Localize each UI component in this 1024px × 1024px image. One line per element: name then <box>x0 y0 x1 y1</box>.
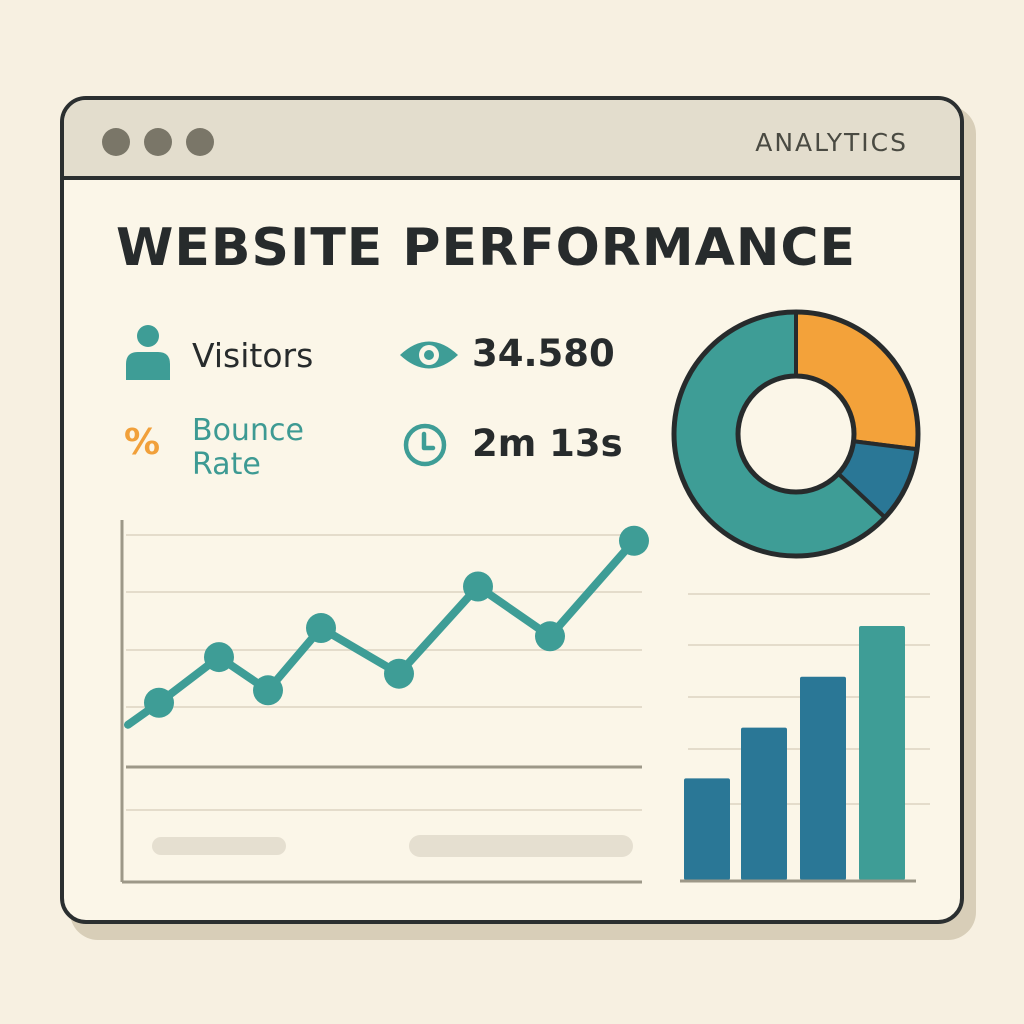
views-value: 34.580 <box>472 332 615 375</box>
app-title: ANALYTICS <box>755 128 908 157</box>
bounce-rate-label: Bounce Rate <box>192 414 332 482</box>
window-control-dot-minimize[interactable] <box>144 128 172 156</box>
bar <box>800 676 846 880</box>
line-point <box>253 675 283 706</box>
visitors-label: Visitors <box>192 336 314 375</box>
percent-icon: % <box>124 422 161 463</box>
line-point <box>306 613 336 643</box>
page-title: WEBSITE PERFORMANCE <box>116 218 857 278</box>
user-icon <box>126 325 170 380</box>
clock-icon <box>403 423 447 467</box>
analytics-window: ANALYTICS WEBSITE PERFORMANCE Visitors 3… <box>60 96 964 924</box>
bounce-rate-label-line2: Rate <box>192 447 261 482</box>
bar <box>859 626 905 880</box>
window-control-dot-maximize[interactable] <box>186 128 214 156</box>
line-point <box>463 571 493 602</box>
line-point <box>144 687 174 718</box>
line-point <box>384 658 414 689</box>
title-bar: ANALYTICS <box>64 100 960 180</box>
line-point <box>619 525 649 556</box>
line-chart-x-label-placeholder <box>152 837 286 855</box>
donut-outline <box>671 309 921 559</box>
line-chart-x-label-placeholder <box>409 835 633 857</box>
charts-canvas <box>120 309 930 884</box>
donut-hole <box>735 373 857 495</box>
bar <box>741 727 787 880</box>
line-point <box>204 642 234 673</box>
bar <box>684 778 730 880</box>
line-point <box>535 621 565 652</box>
bounce-rate-label-line1: Bounce <box>192 413 304 448</box>
window-control-dot-close[interactable] <box>102 128 130 156</box>
eye-icon <box>400 341 458 369</box>
time-value: 2m 13s <box>472 422 623 465</box>
